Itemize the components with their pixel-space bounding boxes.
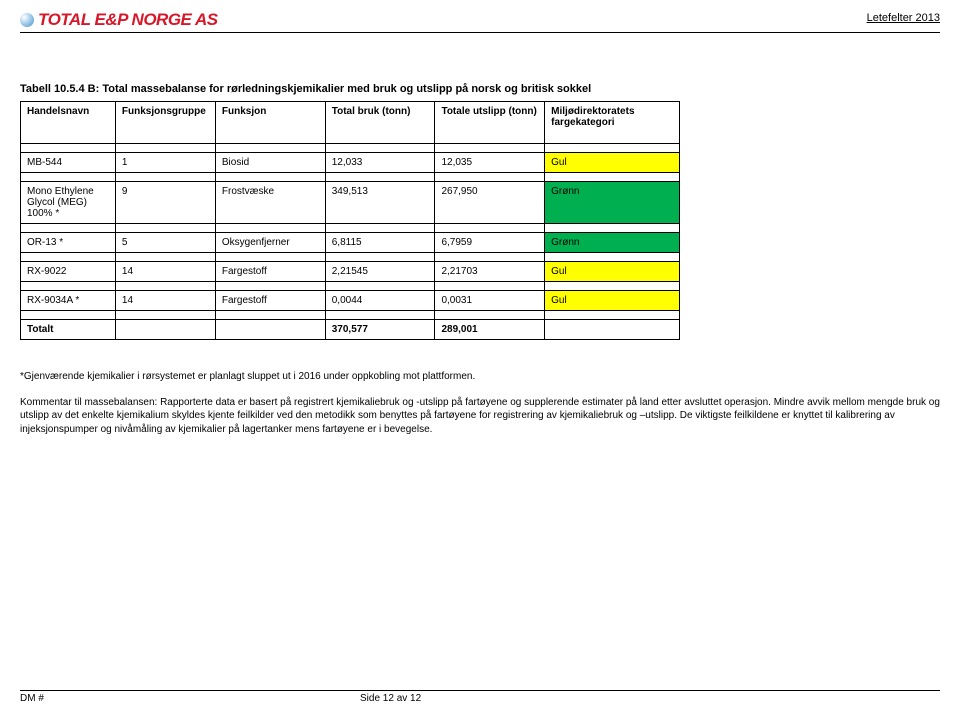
table-row: RX-9034A *14Fargestoff0,00440,0031Gul <box>21 291 680 311</box>
company-logo: TOTAL E&P NORGE AS <box>20 10 218 30</box>
cell-bruk: 0,0044 <box>325 291 435 311</box>
col-handelsnavn: Handelsnavn <box>21 102 116 144</box>
cell-func: Frostvæske <box>215 182 325 224</box>
cell-grp: 1 <box>115 153 215 173</box>
cell-grp: 14 <box>115 262 215 282</box>
page-header: TOTAL E&P NORGE AS Letefelter 2013 <box>20 10 940 33</box>
table-header-row: Handelsnavn Funksjonsgruppe Funksjon Tot… <box>21 102 680 144</box>
total-cell-1 <box>115 320 215 340</box>
cell-utslipp: 267,950 <box>435 182 545 224</box>
cell-name: RX-9034A * <box>21 291 116 311</box>
table-row: MB-5441Biosid12,03312,035Gul <box>21 153 680 173</box>
cell-bruk: 6,8115 <box>325 233 435 253</box>
header-doc-title: Letefelter 2013 <box>867 10 940 24</box>
col-fargekategori: Miljødirektoratets fargekategori <box>545 102 680 144</box>
total-cell-5 <box>545 320 680 340</box>
total-cell-4: 289,001 <box>435 320 545 340</box>
cell-cat: Grønn <box>545 182 680 224</box>
cell-bruk: 2,21545 <box>325 262 435 282</box>
cell-name: Mono Ethylene Glycol (MEG) 100% * <box>21 182 116 224</box>
cell-bruk: 12,033 <box>325 153 435 173</box>
notes-section: *Gjenværende kjemikalier i rørsystemet e… <box>20 370 940 436</box>
note-remaining-chemicals: *Gjenværende kjemikalier i rørsystemet e… <box>20 370 940 384</box>
col-totale-utslipp: Totale utslipp (tonn) <box>435 102 545 144</box>
note-mass-balance-comment: Kommentar til massebalansen: Rapporterte… <box>20 396 940 437</box>
total-cell-0: Totalt <box>21 320 116 340</box>
cell-name: OR-13 * <box>21 233 116 253</box>
col-total-bruk: Total bruk (tonn) <box>325 102 435 144</box>
cell-grp: 5 <box>115 233 215 253</box>
table-body: MB-5441Biosid12,03312,035GulMono Ethylen… <box>21 144 680 340</box>
cell-utslipp: 6,7959 <box>435 233 545 253</box>
table-caption: Tabell 10.5.4 B: Total massebalanse for … <box>20 83 940 95</box>
cell-cat: Gul <box>545 291 680 311</box>
table-total-row: Totalt 370,577289,001 <box>21 320 680 340</box>
cell-cat: Gul <box>545 262 680 282</box>
cell-func: Oksygenfjerner <box>215 233 325 253</box>
cell-utslipp: 12,035 <box>435 153 545 173</box>
total-cell-3: 370,577 <box>325 320 435 340</box>
logo-text: TOTAL E&P NORGE AS <box>38 10 218 30</box>
cell-utslipp: 2,21703 <box>435 262 545 282</box>
footer-page-number: Side 12 av 12 <box>360 693 421 704</box>
cell-bruk: 349,513 <box>325 182 435 224</box>
page-footer: DM # Side 12 av 12 <box>20 690 940 704</box>
cell-func: Biosid <box>215 153 325 173</box>
cell-cat: Grønn <box>545 233 680 253</box>
table-row: RX-902214Fargestoff2,215452,21703Gul <box>21 262 680 282</box>
col-funksjonsgruppe: Funksjonsgruppe <box>115 102 215 144</box>
cell-utslipp: 0,0031 <box>435 291 545 311</box>
cell-func: Fargestoff <box>215 291 325 311</box>
cell-name: MB-544 <box>21 153 116 173</box>
cell-cat: Gul <box>545 153 680 173</box>
cell-func: Fargestoff <box>215 262 325 282</box>
col-funksjon: Funksjon <box>215 102 325 144</box>
cell-name: RX-9022 <box>21 262 116 282</box>
cell-grp: 9 <box>115 182 215 224</box>
cell-grp: 14 <box>115 291 215 311</box>
table-row: OR-13 *5Oksygenfjerner6,81156,7959Grønn <box>21 233 680 253</box>
footer-left: DM # <box>20 693 44 704</box>
globe-icon <box>20 13 34 27</box>
table-row: Mono Ethylene Glycol (MEG) 100% *9Frostv… <box>21 182 680 224</box>
total-cell-2 <box>215 320 325 340</box>
mass-balance-table: Handelsnavn Funksjonsgruppe Funksjon Tot… <box>20 101 680 340</box>
